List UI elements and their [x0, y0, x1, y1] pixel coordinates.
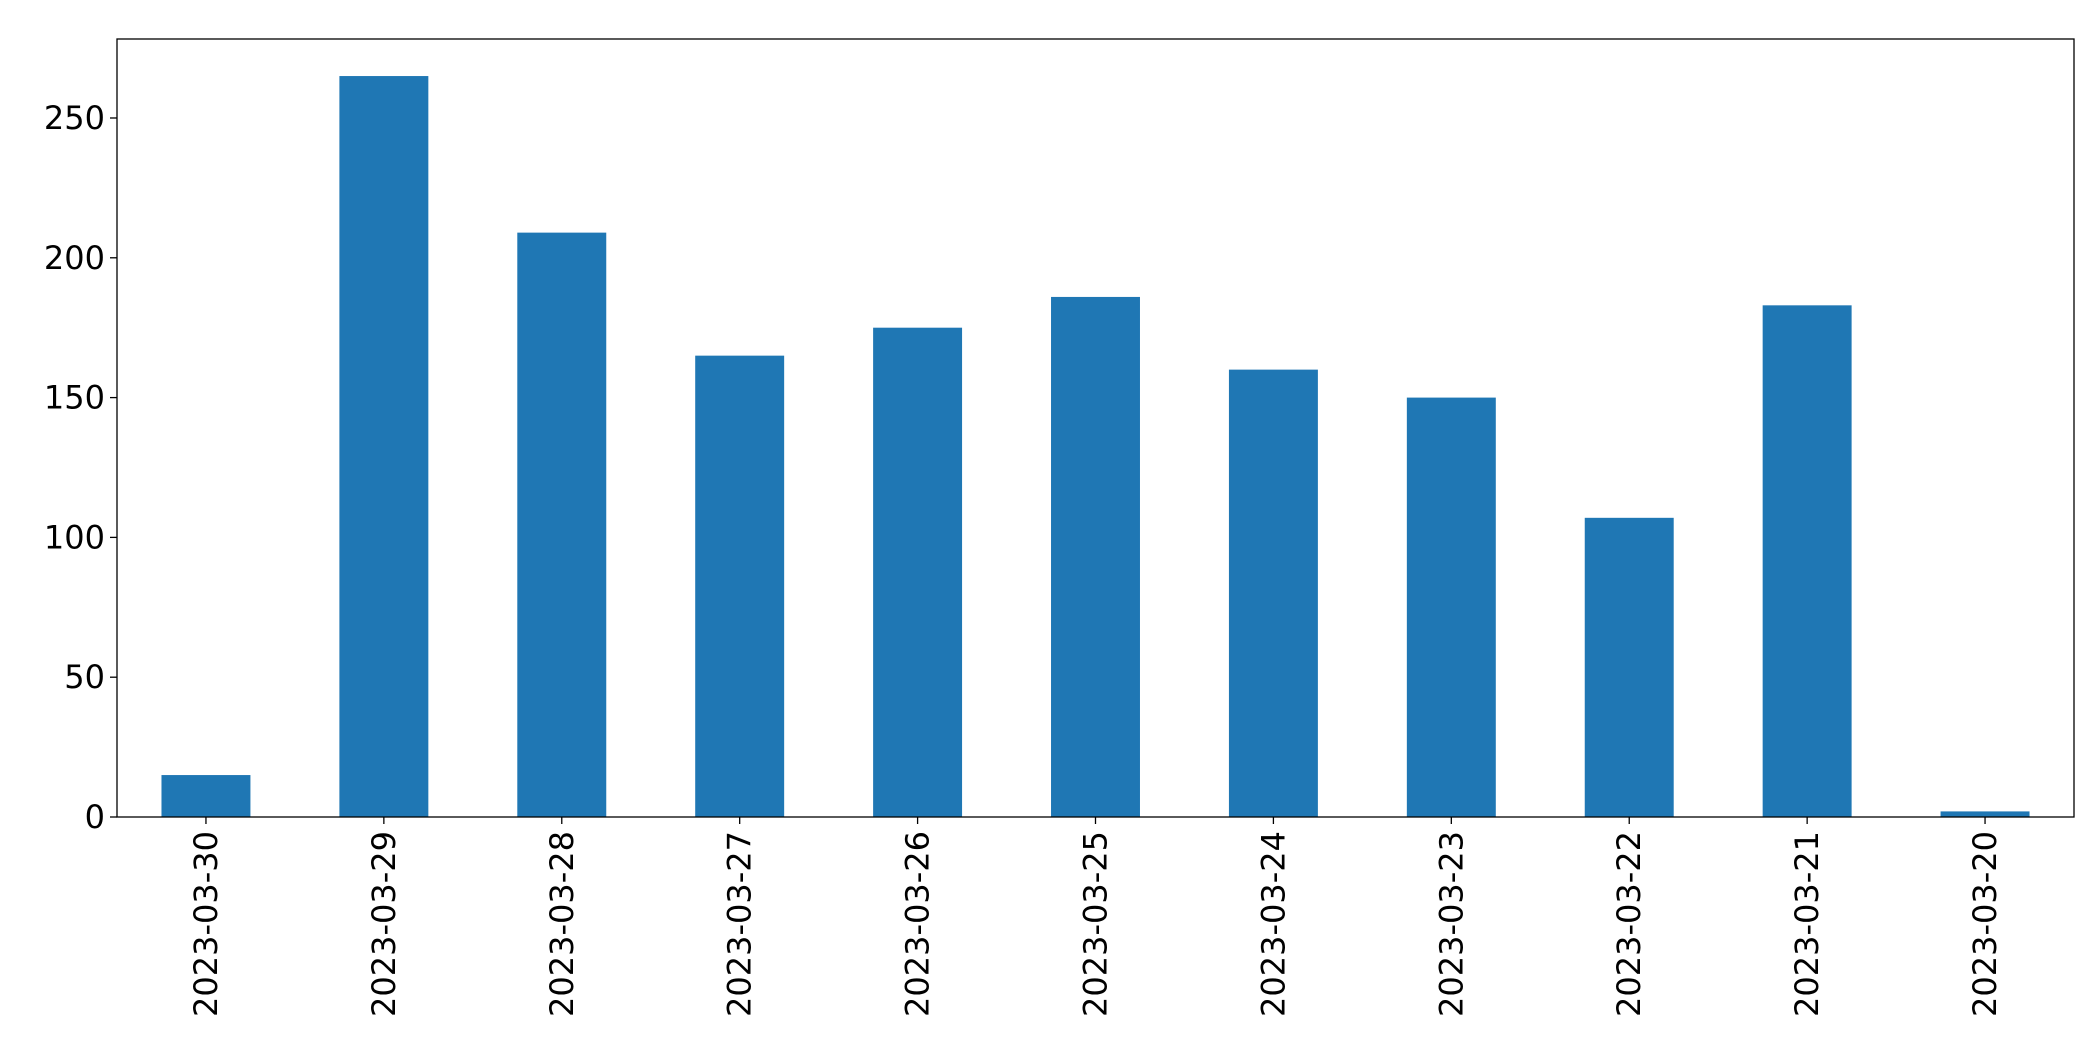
bar	[1406, 397, 1496, 817]
x-tick-label: 2023-03-20	[1966, 831, 2004, 1017]
bar	[1940, 811, 2030, 817]
x-tick-label: 2023-03-28	[543, 831, 581, 1017]
bar	[1051, 296, 1140, 817]
x-tick-label: 2023-03-24	[1254, 831, 1292, 1017]
bar	[695, 355, 785, 817]
bar	[1762, 305, 1852, 817]
x-tick-label: 2023-03-25	[1077, 831, 1115, 1017]
y-tick-label: 250	[44, 99, 105, 137]
y-tick-label: 150	[44, 379, 105, 417]
x-tick-label: 2023-03-27	[721, 831, 759, 1017]
bar	[1228, 369, 1318, 817]
y-tick-label: 50	[64, 658, 105, 696]
x-tick-label: 2023-03-22	[1610, 831, 1648, 1017]
x-tick-label: 2023-03-26	[899, 831, 937, 1017]
y-tick-label: 0	[85, 798, 105, 836]
bar	[1584, 517, 1674, 817]
x-tick-label: 2023-03-30	[187, 831, 225, 1017]
y-tick-label: 200	[44, 239, 105, 277]
bar	[517, 232, 607, 818]
x-tick-label: 2023-03-29	[365, 831, 403, 1017]
x-tick-label: 2023-03-21	[1788, 831, 1826, 1017]
plot-frame	[116, 38, 2075, 818]
bar	[161, 775, 251, 817]
y-tick-label: 100	[44, 518, 105, 556]
bar	[339, 76, 429, 818]
bar	[873, 327, 963, 817]
x-tick-label: 2023-03-23	[1432, 831, 1470, 1017]
